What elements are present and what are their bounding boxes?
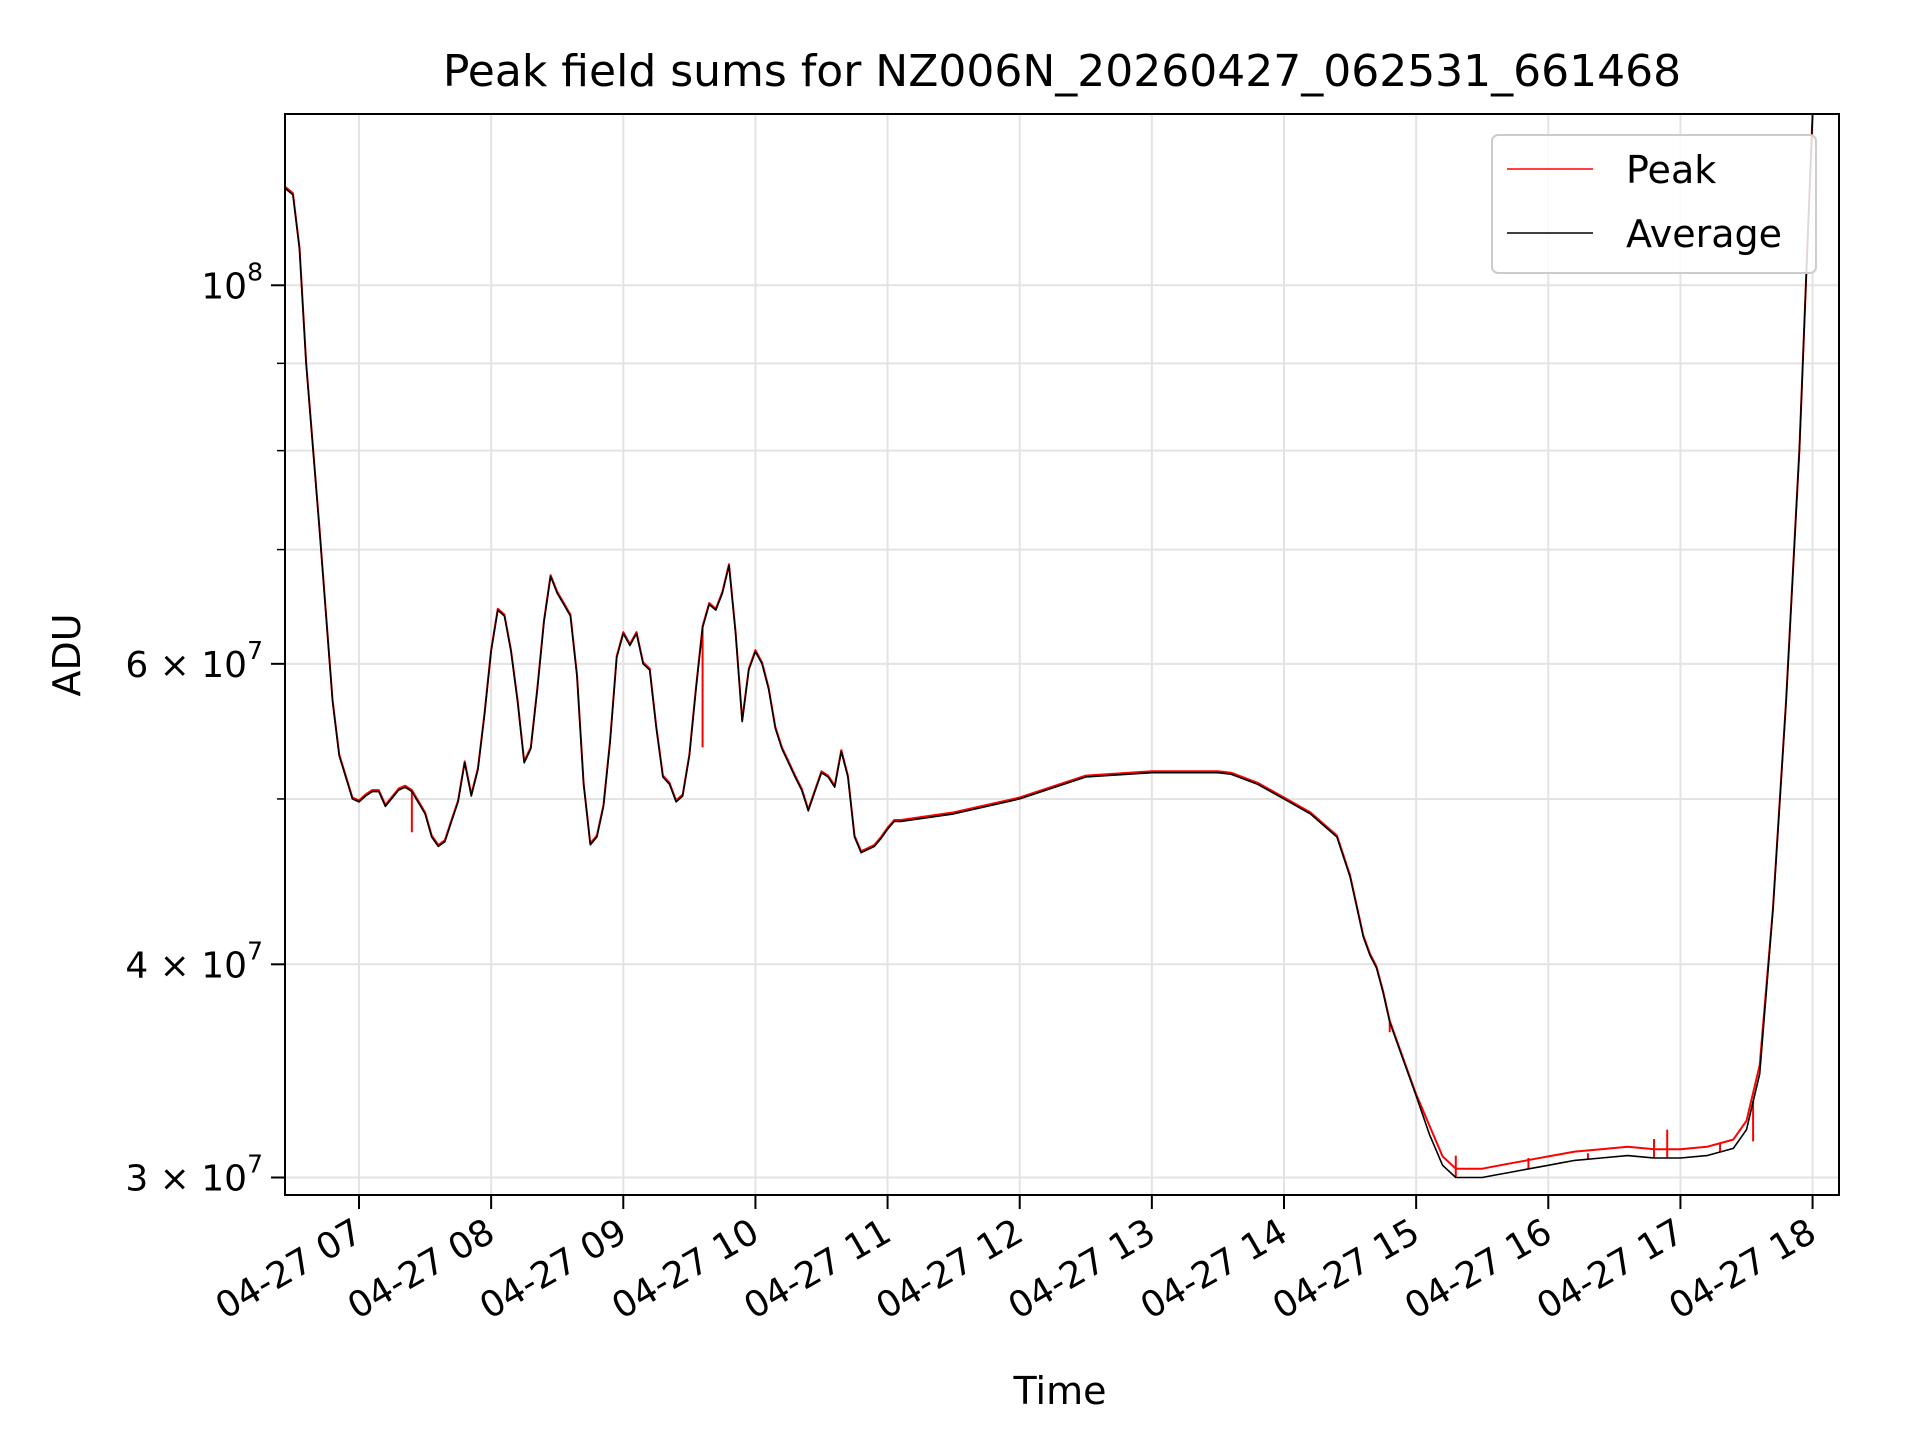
y-tick-label: 4 × 107 bbox=[125, 936, 263, 986]
legend-average-label: Average bbox=[1626, 212, 1782, 256]
x-tick-label: 04-27 16 bbox=[1398, 1211, 1559, 1327]
legend-peak-label: Peak bbox=[1626, 148, 1716, 192]
x-tick-label: 04-27 08 bbox=[341, 1211, 502, 1327]
y-tick-label: 108 bbox=[201, 257, 263, 307]
x-tick-label: 04-27 09 bbox=[473, 1211, 634, 1327]
x-tick-label: 04-27 11 bbox=[737, 1211, 898, 1327]
chart-title: Peak field sums for NZ006N_20260427_0625… bbox=[443, 46, 1681, 97]
legend: Peak Average bbox=[1491, 134, 1817, 274]
x-tick-label: 04-27 12 bbox=[870, 1211, 1031, 1327]
y-axis-label: ADU bbox=[45, 613, 89, 696]
x-axis-label: Time bbox=[1013, 1369, 1107, 1413]
series-layer bbox=[284, 113, 1814, 1179]
x-tick-label: 04-27 10 bbox=[605, 1211, 766, 1327]
peak-series-line bbox=[284, 113, 1814, 1170]
average-series-line bbox=[284, 113, 1814, 1179]
x-tick-label: 04-27 18 bbox=[1662, 1211, 1823, 1327]
grid-lines bbox=[285, 114, 1839, 1195]
y-tick-label: 6 × 107 bbox=[125, 636, 263, 686]
y-axis: 3 × 107 4 × 107 6 × 107 108 bbox=[125, 257, 285, 1200]
x-tick-label: 04-27 15 bbox=[1266, 1211, 1427, 1327]
y-tick-label: 3 × 107 bbox=[125, 1150, 263, 1200]
x-tick-label: 04-27 17 bbox=[1530, 1211, 1691, 1327]
x-tick-label: 04-27 14 bbox=[1134, 1211, 1295, 1327]
x-tick-label: 04-27 13 bbox=[1002, 1211, 1163, 1327]
x-tick-label: 04-27 07 bbox=[209, 1211, 370, 1327]
plot-frame bbox=[284, 113, 1840, 1196]
